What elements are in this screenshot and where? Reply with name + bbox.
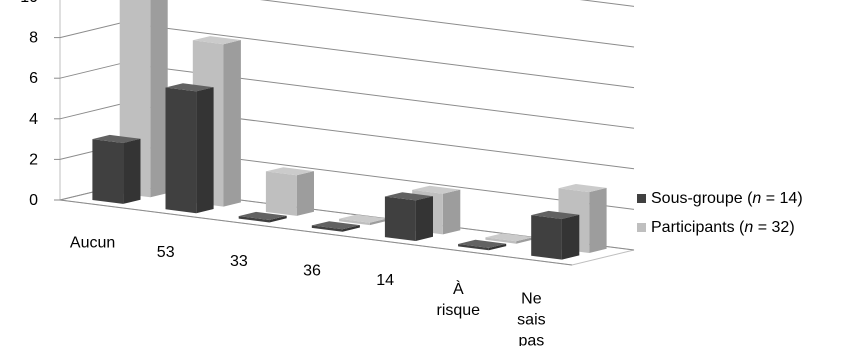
legend-swatch <box>637 223 646 232</box>
bar-sous-groupe-3 <box>311 221 360 232</box>
y-tick-label: 10 <box>20 0 38 6</box>
bar-participants-2 <box>265 167 314 216</box>
bar-sous-groupe-0 <box>92 134 141 204</box>
bar-participants-3 <box>339 214 388 226</box>
bar-sous-groupe-2 <box>238 211 287 223</box>
bar-participants-5 <box>485 233 534 244</box>
legend-label: Participants (n = 32) <box>651 219 795 236</box>
x-tick-label: 14 <box>376 272 394 289</box>
legend-label: Sous-groupe (n = 14) <box>651 190 803 207</box>
x-tick-label: 36 <box>303 263 321 280</box>
y-tick-label: 4 <box>29 111 38 128</box>
bars <box>92 0 607 260</box>
back-wall <box>122 0 634 250</box>
x-tick-label: 53 <box>157 244 175 261</box>
x-axis-labels: Aucun 53 33 36 14 À risque Ne sais pas <box>70 235 546 346</box>
bar-sous-groupe-4 <box>384 192 433 241</box>
bar-sous-groupe-1 <box>165 83 214 214</box>
bar-sous-groupe-6 <box>531 210 580 260</box>
legend: Sous-groupe (n = 14) Participants (n = 32… <box>637 190 803 236</box>
x-axis-line <box>59 199 573 266</box>
bar-sous-groupe-5 <box>458 239 507 251</box>
x-tick-label: Ne sais pas <box>517 290 545 346</box>
x-tick-label: 33 <box>230 253 248 270</box>
gridline-10 <box>259 0 635 48</box>
y-tick-label: 2 <box>29 151 38 168</box>
y-tick-label: 6 <box>29 70 38 87</box>
y-tick-label: 0 <box>29 192 38 209</box>
y-tick-label: 8 <box>29 30 38 47</box>
y-axis-ticks: 0246810121416 <box>20 0 60 209</box>
x-tick-label: Aucun <box>70 235 115 252</box>
legend-swatch <box>637 194 646 203</box>
